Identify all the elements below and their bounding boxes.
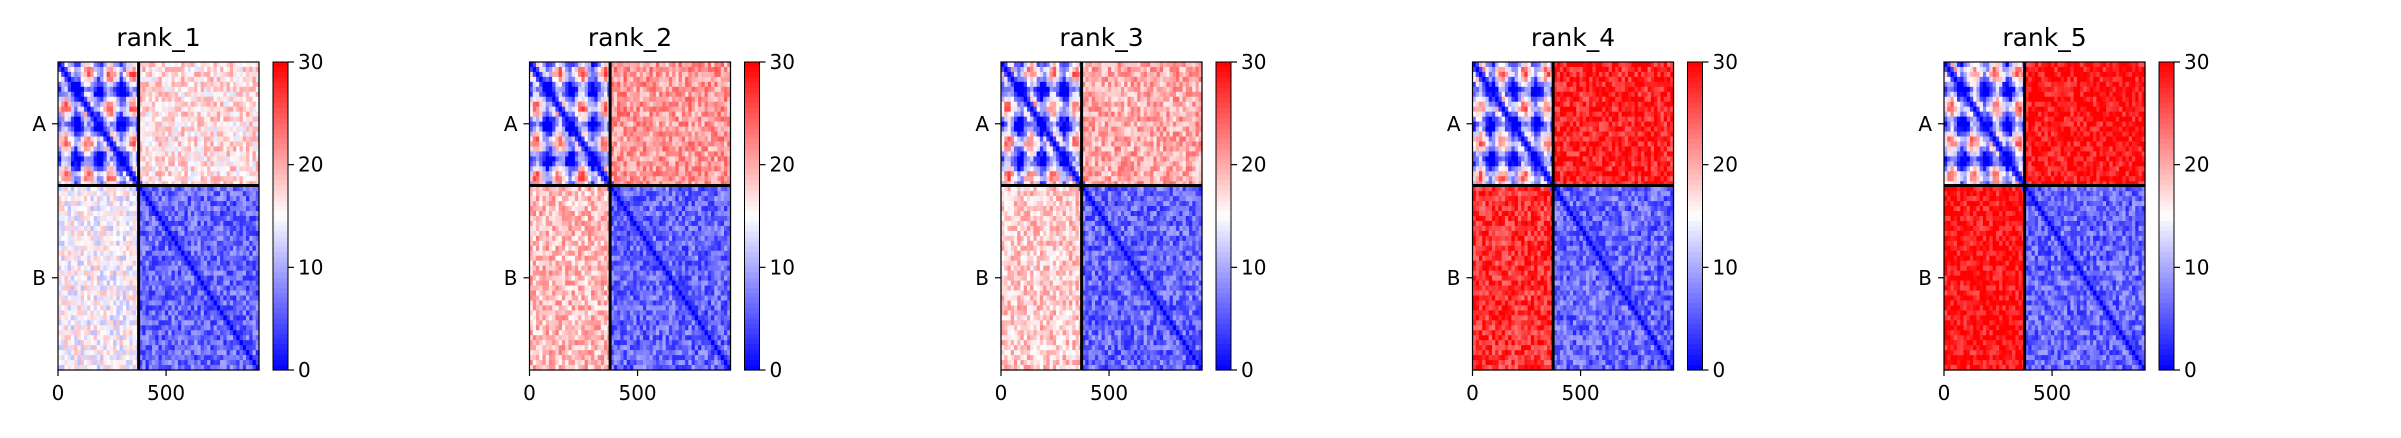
panel-rank_2: rank_20 500AB0102030 [504,23,795,405]
colorbar-segment [273,149,288,155]
colorbar-segment [273,72,288,78]
colorbar-tick-label: 20 [298,153,323,177]
colorbar-segment [273,237,288,243]
colorbar-tick-label: 0 [298,358,311,382]
colorbar-segment [273,201,288,207]
colorbar-segment [273,355,288,361]
colorbar-segment [273,175,288,181]
colorbar-segment [273,288,288,294]
heatmap-cells [530,62,732,371]
colorbar-segment [273,272,288,278]
colorbar-segment [273,195,288,201]
colorbar-segment [273,278,288,284]
colorbar-segment [273,108,288,114]
y-tick-label: B [32,266,46,290]
colorbar-segment [273,103,288,109]
colorbar-segment [273,139,288,145]
colorbar-segment [273,185,288,191]
x-tick-label: 0 [52,381,65,405]
colorbar-segment [273,334,288,340]
colorbar-segment [273,283,288,289]
colorbar-tick-label: 10 [298,255,323,279]
colorbar-segment [273,247,288,253]
colorbar-tick-label: 30 [298,50,323,74]
panel-rank_1: rank_1 0 500 A B 0 10 20 30 [32,23,323,405]
colorbar-segment [273,314,288,320]
colorbar-segment [273,113,288,119]
colorbar-segment [273,160,288,166]
colorbar-segment [273,98,288,104]
colorbar-segment [273,206,288,212]
colorbar-segment [273,324,288,330]
y-tick-label: A [32,112,46,136]
colorbar-segment [273,226,288,232]
colorbar-segment [273,329,288,335]
colorbar-segment [273,221,288,227]
heatmap-cells [58,62,260,371]
colorbar-segment [273,190,288,196]
colorbar-segment [273,349,288,355]
colorbar-segment [273,344,288,350]
colorbar-segment [273,165,288,171]
colorbar-segment [273,134,288,140]
colorbar-segment [273,88,288,94]
colorbar-segment [273,360,288,366]
colorbar-segment [273,154,288,160]
colorbar-segment [273,211,288,217]
colorbar-segment [273,83,288,89]
colorbar-segment [273,124,288,130]
colorbar-segment [273,144,288,150]
colorbar-segment [273,303,288,309]
colorbar-segment [273,62,288,68]
colorbar-segment [273,67,288,73]
chart-title: rank_1 [116,23,200,52]
colorbar-segment [273,231,288,237]
colorbar-segment [273,267,288,273]
colorbar-segment [273,77,288,83]
colorbar-segment [273,257,288,263]
colorbar-segment [273,339,288,345]
colorbar-segment [273,242,288,248]
colorbar-segment [273,118,288,124]
colorbar-segment [273,298,288,304]
colorbar-segment [273,170,288,176]
colorbar-segment [273,293,288,299]
colorbar-segment [273,216,288,222]
colorbar-segment [273,319,288,325]
colorbar-segment [273,180,288,186]
colorbar-segment [273,308,288,314]
x-tick-label: 500 [147,381,185,405]
colorbar: 0 10 20 30 [273,50,323,382]
colorbar-segment [273,129,288,135]
colorbar-segment [273,262,288,268]
colorbar-segment [273,93,288,99]
colorbar-segment [273,252,288,258]
